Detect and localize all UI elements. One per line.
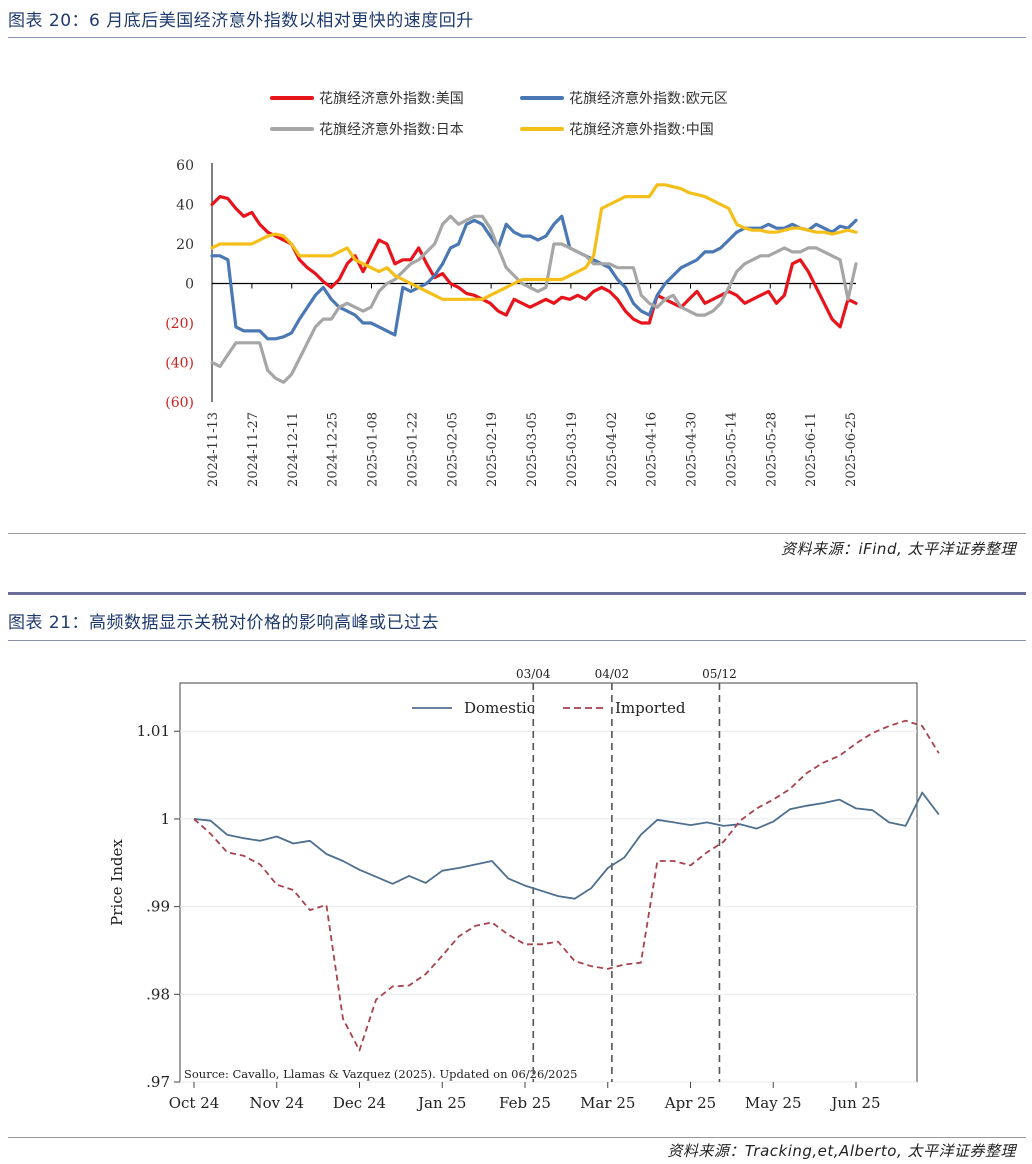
y-tick-label: 40 <box>176 198 194 214</box>
source-annotation: Source: Cavallo, Llamas & Vazquez (2025)… <box>184 1067 577 1081</box>
x-tick-label: 2025-01-08 <box>366 412 381 487</box>
series-line-domestic <box>193 791 940 900</box>
x-tick-label: 2025-04-30 <box>685 412 700 487</box>
title-underline <box>8 37 1026 38</box>
x-tick-label: Oct 24 <box>169 1094 220 1112</box>
y-tick-label: .98 <box>146 985 170 1003</box>
y-tick-label: 0 <box>185 277 194 293</box>
x-tick-label: 2024-12-11 <box>286 412 301 487</box>
x-tick-label: 2025-01-22 <box>405 412 420 487</box>
x-tick-label: Jan 25 <box>416 1094 466 1112</box>
y-axis: 60 40 20 0 (20) (40) (60) <box>165 158 856 411</box>
y-tick-label: (40) <box>165 356 194 372</box>
legend: Domestic Imported <box>412 699 686 717</box>
plot-border <box>179 682 918 1083</box>
title-underline <box>8 640 1026 641</box>
y-tick-label: 1.01 <box>137 722 170 740</box>
y-tick-label: .99 <box>146 898 170 916</box>
y-tick-label: (60) <box>165 395 194 411</box>
x-tick-label: Jun 25 <box>829 1094 880 1112</box>
x-tick-label: Mar 25 <box>580 1094 635 1112</box>
legend-label: Imported <box>615 699 686 717</box>
x-tick-label: 2024-11-27 <box>246 412 261 487</box>
figure-20-title: 图表 20：6 月底后美国经济意外指数以相对更快的速度回升 <box>8 11 474 31</box>
figure-21-title: 图表 21：高频数据显示关税对价格的影响高峰或已过去 <box>8 613 440 633</box>
y-tick-label: 60 <box>176 158 194 174</box>
x-axis: 2024-11-13 2024-11-27 2024-12-11 2024-12-25… <box>206 283 859 487</box>
x-tick-label: 2025-02-05 <box>445 412 460 487</box>
series-line-eu <box>210 214 858 341</box>
legend-label: Domestic <box>464 699 535 717</box>
x-tick-label: Nov 24 <box>250 1094 305 1112</box>
figure-20-source: 资料来源：iFind, 太平洋证券整理 <box>780 540 1016 558</box>
x-tick-label: 2024-12-25 <box>326 412 341 487</box>
series-line-us <box>210 195 858 329</box>
legend-label: 花旗经济意外指数:美国 <box>319 90 464 107</box>
plot-frame: .97 .98 .99 1 1.01 Oct 24 Nov 24 Dec 24 Jan 25 Fe… <box>108 682 918 1112</box>
x-tick-label: Apr 25 <box>664 1094 716 1112</box>
series-line-imported <box>193 719 940 1052</box>
x-tick-label: 2025-06-11 <box>804 412 819 487</box>
legend-label: 花旗经济意外指数:欧元区 <box>569 90 728 107</box>
y-tick-label: (20) <box>165 316 194 332</box>
series-group <box>193 719 940 1052</box>
series-line-cn <box>210 183 858 301</box>
x-tick-label: 2025-04-02 <box>605 412 620 487</box>
x-tick-label: 2025-06-25 <box>844 412 859 487</box>
source-rule <box>8 1137 1026 1138</box>
event-label: 05/12 <box>702 667 737 681</box>
x-tick-label: 2024-11-13 <box>206 412 221 487</box>
x-tick-label: 2025-02-19 <box>485 412 500 487</box>
x-tick-label: 2025-05-28 <box>764 412 779 487</box>
y-tick-label: 20 <box>176 237 194 253</box>
event-lines: 03/04 04/02 05/12 <box>516 667 737 1082</box>
y-tick-label: 1 <box>160 810 170 828</box>
x-tick-label: 2025-05-14 <box>724 412 739 487</box>
x-tick-label: May 25 <box>745 1094 802 1112</box>
source-rule <box>8 533 1026 534</box>
series-line-jp <box>210 214 858 384</box>
series-group <box>210 183 858 384</box>
x-tick-label: Dec 24 <box>333 1094 386 1112</box>
price-index-chart: .97 .98 .99 1 1.01 Oct 24 Nov 24 Dec 24 Jan 25 Fe… <box>108 667 940 1112</box>
event-label: 04/02 <box>595 667 630 681</box>
y-tick-label: .97 <box>146 1073 170 1091</box>
y-axis-title: Price Index <box>108 839 126 926</box>
legend-label: 花旗经济意外指数:日本 <box>319 121 464 138</box>
x-tick-label: 2025-04-16 <box>645 412 660 487</box>
section-divider <box>8 592 1026 595</box>
legend-label: 花旗经济意外指数:中国 <box>569 121 714 138</box>
x-tick-label: 2025-03-19 <box>565 412 580 487</box>
event-label: 03/04 <box>516 667 551 681</box>
figure-21-source: 资料来源：Tracking,et,Alberto, 太平洋证券整理 <box>667 1142 1016 1160</box>
x-tick-label: Feb 25 <box>499 1094 551 1112</box>
x-tick-label: 2025-03-05 <box>525 412 540 487</box>
